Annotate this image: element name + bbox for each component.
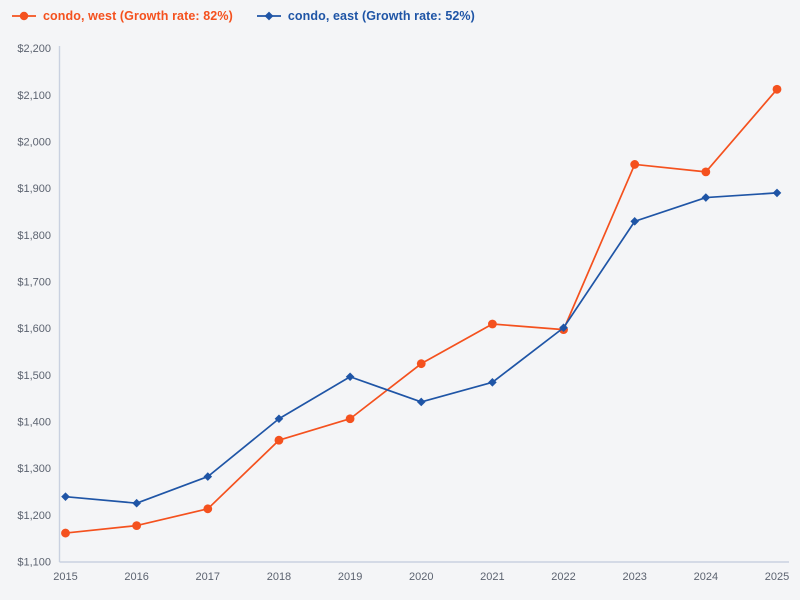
west-point-2017 <box>203 504 213 514</box>
legend-item-condo-east[interactable]: condo, east (Growth rate: 52%) <box>256 9 475 23</box>
east-point-2023 <box>630 217 639 226</box>
series-east <box>61 188 782 508</box>
west-point-2024 <box>701 167 711 177</box>
y-tick-label: $2,200 <box>17 43 51 55</box>
series-line-east <box>65 192 778 505</box>
west-point-2021 <box>488 319 497 329</box>
east-point-2020 <box>416 397 426 407</box>
legend-marker-east-icon <box>256 11 281 21</box>
series-layer <box>61 84 782 538</box>
east-point-2021 <box>488 378 497 387</box>
y-tick-label: $1,400 <box>17 417 51 429</box>
west-point-2015 <box>61 528 70 538</box>
y-axis-tick-labels: $1,100 $1,200 $1,300 $1,400 $1,500 $1,600 $1,7… <box>17 43 51 568</box>
east-point-2017 <box>203 472 213 481</box>
east-point-2015 <box>61 492 70 501</box>
legend-label-condo-west: condo, west (Growth rate: 82%) <box>43 9 233 23</box>
y-tick-label: $1,200 <box>17 510 51 522</box>
x-tick-label: 2017 <box>196 571 220 583</box>
y-tick-label: $1,500 <box>17 370 51 382</box>
series-west <box>61 84 782 538</box>
legend-marker-west-icon <box>12 11 36 21</box>
west-point-2020 <box>416 359 426 369</box>
y-tick-label: $1,600 <box>17 323 51 335</box>
y-tick-label: $2,000 <box>17 137 51 149</box>
y-tick-label: $2,100 <box>17 90 51 102</box>
x-tick-label: 2019 <box>338 571 362 583</box>
x-tick-label: 2015 <box>53 571 77 583</box>
east-point-2019 <box>345 372 355 382</box>
east-point-2018 <box>274 414 284 424</box>
x-tick-label: 2018 <box>267 571 291 583</box>
east-point-2016 <box>132 498 141 508</box>
y-tick-label: $1,100 <box>17 557 51 569</box>
chart-legend: condo, west (Growth rate: 82%) condo, ea… <box>12 9 475 23</box>
x-tick-label: 2022 <box>551 571 575 583</box>
axes <box>58 46 789 563</box>
legend-item-condo-west[interactable]: condo, west (Growth rate: 82%) <box>12 9 233 23</box>
x-tick-label: 2016 <box>124 571 148 583</box>
east-point-2024 <box>701 193 711 202</box>
y-tick-label: $1,700 <box>17 277 51 289</box>
series-line-west <box>65 88 778 534</box>
x-tick-label: 2023 <box>622 571 646 583</box>
x-tick-label: 2021 <box>480 571 504 583</box>
x-axis-tick-labels: 2015 2016 2017 2018 2019 2020 2021 2022 2023 2024… <box>53 571 789 583</box>
y-tick-label: $1,800 <box>17 230 51 242</box>
west-point-2023 <box>630 160 640 169</box>
west-point-2016 <box>132 521 142 531</box>
x-tick-label: 2020 <box>409 571 433 583</box>
west-point-2025 <box>772 84 782 94</box>
legend-label-condo-east: condo, east (Growth rate: 52%) <box>287 9 475 23</box>
west-point-2019 <box>345 414 355 424</box>
x-tick-label: 2024 <box>694 571 718 583</box>
x-tick-label: 2025 <box>765 571 789 583</box>
west-point-2018 <box>274 435 284 445</box>
y-tick-label: $1,900 <box>17 183 51 195</box>
y-tick-label: $1,300 <box>17 463 51 475</box>
east-point-2025 <box>772 188 782 198</box>
east-point-2022 <box>559 323 568 333</box>
